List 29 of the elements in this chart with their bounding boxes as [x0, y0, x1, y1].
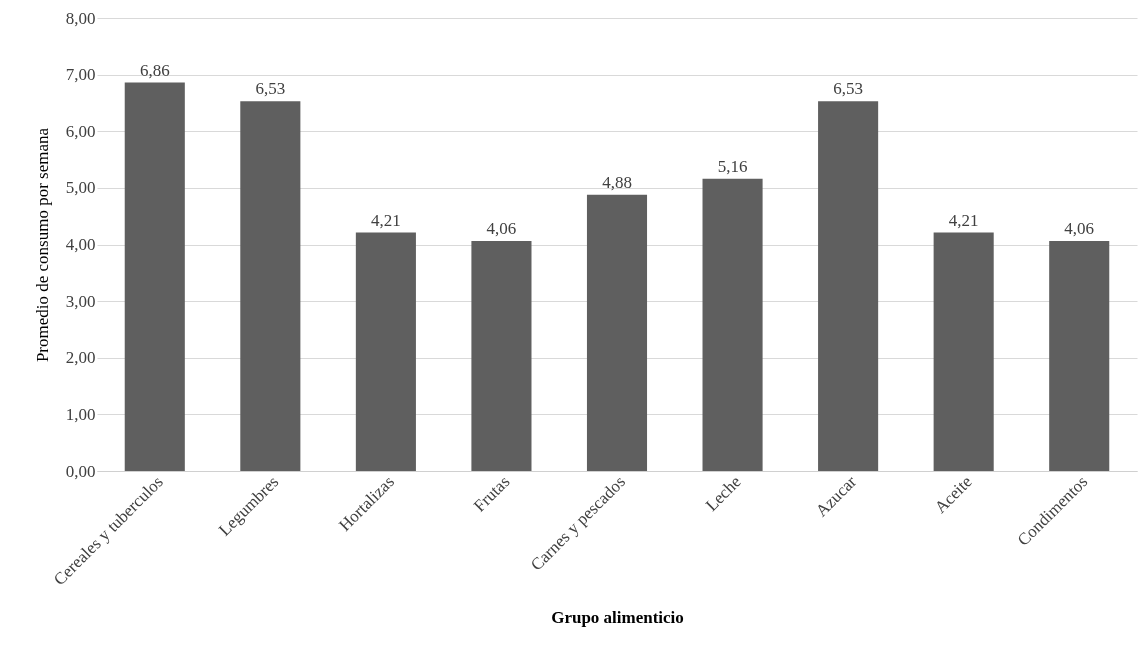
- y-tick-label: 6,00: [65, 121, 96, 141]
- data-label: 5,16: [717, 156, 748, 176]
- y-tick-label: 0,00: [65, 461, 96, 481]
- y-tick-label: 7,00: [65, 65, 96, 85]
- y-tick-label: 5,00: [65, 178, 96, 198]
- y-tick-label: 8,00: [65, 8, 96, 28]
- data-label: 4,21: [948, 210, 979, 230]
- y-axis-title: Promedio de consumo por semana: [32, 127, 52, 363]
- x-axis-title: Grupo alimenticio: [551, 608, 684, 628]
- y-tick-label: 2,00: [65, 348, 96, 368]
- data-label: 6,53: [255, 79, 286, 99]
- bar: [355, 232, 416, 471]
- data-label: 4,06: [486, 219, 517, 239]
- data-label: 6,86: [139, 60, 170, 80]
- bar: [1049, 241, 1110, 471]
- y-tick-label: 4,00: [65, 235, 96, 254]
- bar: [702, 178, 763, 471]
- data-label: 6,53: [833, 79, 863, 99]
- data-label: 4,06: [1064, 219, 1095, 239]
- bar: [124, 82, 185, 471]
- data-label: 4,21: [371, 210, 401, 230]
- y-tick-label: 1,00: [65, 404, 96, 424]
- bar: [586, 194, 648, 471]
- y-tick-label: 3,00: [65, 291, 96, 311]
- data-label: 4,88: [602, 172, 632, 192]
- bar: [240, 101, 301, 471]
- bar: [471, 241, 532, 471]
- bar: [818, 101, 879, 471]
- bar: [933, 232, 994, 471]
